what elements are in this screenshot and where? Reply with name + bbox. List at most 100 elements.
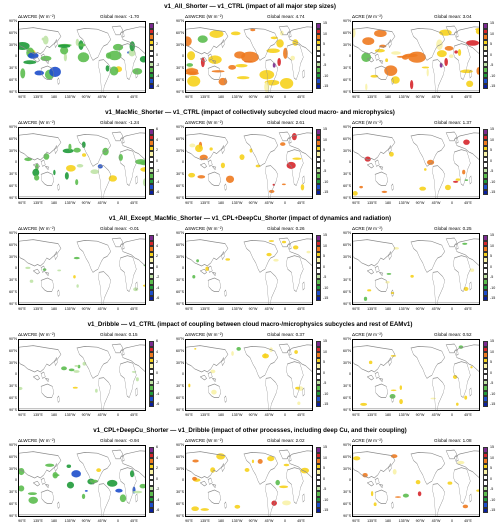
colorbar-segment [316,246,321,252]
coastline [33,371,50,383]
anomaly-patch [456,402,459,406]
longitude-tick-label: 45°E [130,413,138,417]
colorbar-segment [483,295,488,301]
colorbar-segment [316,374,321,380]
colorbar-segment [149,496,154,502]
latitude-tick-label: 0 [349,266,351,271]
anomaly-patch [225,258,231,261]
anomaly-patch [57,44,71,48]
row-title: v1_CPL+DeepCu_Shorter — v1_Dribble (impa… [93,427,407,434]
latitude-tick-label: 90°S [343,301,351,306]
latitude-tick-label: 30°N [175,148,184,153]
panel-variable-label: ΔCRE (W m⁻²) [352,438,383,443]
latitude-tick-label: 60°S [343,502,351,506]
colorbar-segment [483,401,488,407]
anomaly-patch [262,353,269,359]
anomaly-patch [415,480,421,485]
colorbar-segment [483,173,488,179]
colorbar-segment [316,78,321,84]
latitude-tick-label: 30°S [343,172,351,177]
anomaly-patch [295,386,300,390]
map-canvas [186,343,312,410]
coastline [200,265,217,277]
anomaly-patch [76,164,84,168]
coastline [353,133,396,161]
anomaly-patch [399,385,403,390]
panel-global-mean: Global mean: -1.70 [100,14,140,19]
coastline [353,239,396,267]
longitude-tick-label: 135°E [200,95,210,99]
colorbar-segment [483,45,488,51]
anomaly-patch [194,347,197,350]
anomaly-patch [192,274,196,279]
colorbar-segment [316,452,321,458]
coastline [40,65,55,80]
anomaly-patch [385,58,389,63]
coastline [224,501,227,509]
coastline [278,131,291,142]
map-canvas [186,449,312,516]
colorbar-tick-label: 10 [323,455,327,460]
longitude-tick-label: 0 [117,307,119,311]
latitude-tick-label: 60°N [175,30,184,35]
anomaly-patch [73,275,76,279]
coastline [453,361,471,399]
coastline [111,237,124,248]
coastline [288,31,292,38]
colorbar-tick-label: 15 [323,21,327,25]
longitude-tick-label: 45°E [130,307,138,311]
longitude-tick-label: 90°W [81,519,91,523]
colorbar-segment [149,385,154,391]
panel-variable-label: ΔSWCRE (W m⁻²) [185,14,223,19]
longitude-tick-label: 90°W [81,201,91,205]
coastline [391,183,394,191]
longitude-tick-label: 45°W [431,413,441,417]
colorbar-segment [483,129,488,135]
colorbar-tick-label: -10 [490,391,496,396]
coastline [221,251,225,261]
colorbar-segment [316,134,321,140]
longitude-tick-label: 90°E [352,413,360,417]
coastline [302,493,305,503]
colorbar-segment [149,28,154,34]
longitude-tick-label: 90°E [185,519,193,523]
anomaly-patch [187,51,196,61]
coastline [186,514,312,516]
anomaly-patch [209,30,224,38]
colorbar-segment [149,251,154,257]
coastline [410,240,445,273]
panel-variable-label: ΔLWCRE (W m⁻²) [18,120,56,125]
colorbar-tick-label: -5 [323,169,327,173]
colorbar-segment [483,385,488,391]
map-canvas [19,25,145,92]
coastline [33,477,50,489]
anomaly-patch [107,50,122,61]
latitude-tick-label: 30°S [9,490,17,495]
longitude-tick-label: 0 [284,95,286,99]
panel-variable-label: ΔSWCRE (W m⁻²) [185,226,223,231]
colorbar-segment [316,463,321,469]
anomaly-patch [367,289,372,292]
colorbar-segment [483,140,488,146]
latitude-tick-label: 30°S [343,278,351,283]
colorbar-segment [483,240,488,246]
panel-global-mean: Global mean: 2.61 [267,120,305,125]
colorbar-segment [316,458,321,464]
anomaly-patch [186,63,194,67]
colorbar-segment [149,401,154,407]
anomaly-patch [266,48,280,54]
coastline [207,383,222,398]
longitude-tick-label: 135°E [367,95,377,99]
coastline [353,196,479,198]
colorbar-tick-label: 10 [490,243,494,248]
coastline [302,175,305,185]
coastline [121,31,125,38]
anomaly-patch [426,159,435,165]
figure-row: v1_All_Except_MacMic_Shorter — v1_CPL+De… [0,212,500,318]
coastline [265,59,278,92]
anomaly-patch [353,456,361,461]
longitude-tick-label: 45°E [297,413,305,417]
anomaly-patch [142,178,145,187]
longitude-tick-label: 0 [117,519,119,523]
anomaly-patch [24,157,33,162]
